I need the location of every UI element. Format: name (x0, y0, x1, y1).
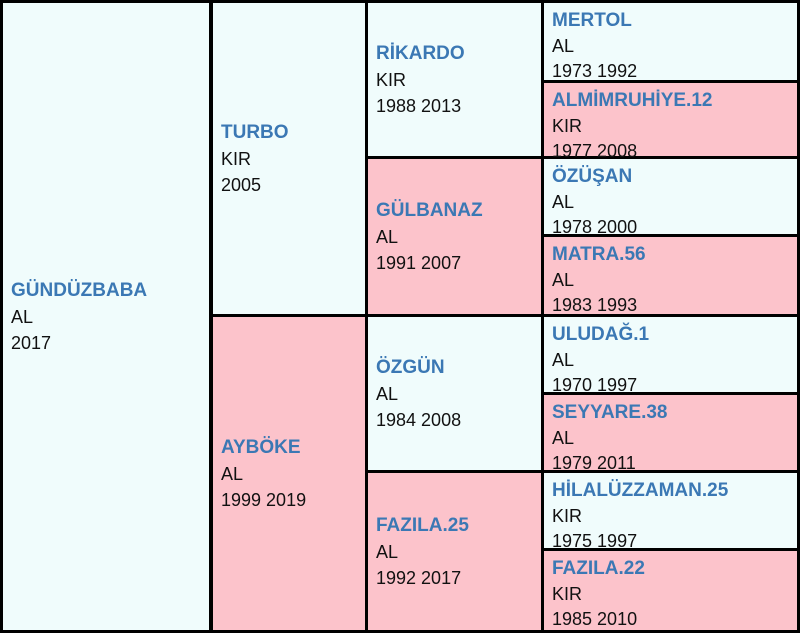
horse-color: AL (552, 269, 575, 290)
horse-years: 1985 2010 (552, 609, 638, 629)
horse-name[interactable]: MATRA.56 (552, 244, 646, 265)
horse-name[interactable]: ALMİMRUHİYE.12 (552, 90, 713, 111)
pedigree-ddd[interactable]: FAZILA.22 KIR 1985 2010 (544, 551, 797, 630)
horse-years: 2017 (11, 332, 52, 353)
horse-name[interactable]: TURBO (221, 121, 289, 143)
pedigree-dam-dam[interactable]: FAZILA.25 AL 1992 2017 (368, 473, 541, 630)
horse-years: 1975 1997 (552, 531, 638, 551)
horse-name[interactable]: ULUDAĞ.1 (552, 324, 650, 345)
horse-name[interactable]: GÜNDÜZBABA (11, 279, 148, 301)
horse-years: 1973 1992 (552, 61, 638, 81)
horse-color: AL (221, 463, 244, 484)
horse-name[interactable]: AYBÖKE (221, 436, 301, 458)
horse-name[interactable]: HİLALÜZZAMAN.25 (552, 480, 729, 501)
pedigree-sdd[interactable]: MATRA.56 AL 1983 1993 (544, 237, 797, 315)
horse-color: AL (552, 349, 575, 370)
horse-color: KIR (552, 505, 583, 526)
horse-color: AL (376, 226, 399, 247)
horse-color: KIR (376, 69, 407, 90)
pedigree-sds[interactable]: ÖZÜŞAN AL 1978 2000 (544, 159, 797, 237)
horse-name[interactable]: FAZILA.22 (552, 558, 645, 579)
pedigree-sire[interactable]: TURBO KIR 2005 (213, 3, 365, 314)
horse-name[interactable]: RİKARDO (376, 42, 465, 64)
pedigree-dds[interactable]: HİLALÜZZAMAN.25 KIR 1975 1997 (544, 473, 797, 551)
horse-color: AL (552, 35, 575, 56)
horse-name[interactable]: GÜLBANAZ (376, 199, 483, 221)
horse-color: AL (376, 541, 399, 562)
horse-color: KIR (552, 583, 583, 604)
horse-name[interactable]: ÖZÜŞAN (552, 166, 633, 187)
horse-years: 1970 1997 (552, 375, 638, 395)
horse-color: AL (11, 306, 34, 327)
pedigree-sire-dam[interactable]: GÜLBANAZ AL 1991 2007 (368, 159, 541, 314)
horse-color: KIR (552, 115, 583, 136)
horse-years: 1978 2000 (552, 217, 638, 237)
pedigree-dam-sire[interactable]: ÖZGÜN AL 1984 2008 (368, 317, 541, 470)
horse-years: 2005 (221, 174, 262, 195)
horse-name[interactable]: MERTOL (552, 10, 632, 31)
horse-color: AL (552, 191, 575, 212)
pedigree-sire-sire[interactable]: RİKARDO KIR 1988 2013 (368, 3, 541, 156)
horse-years: 1991 2007 (376, 252, 462, 273)
horse-color: AL (552, 427, 575, 448)
horse-years: 1977 2008 (552, 141, 638, 161)
horse-years: 1984 2008 (376, 409, 462, 430)
pedigree-dsd[interactable]: SEYYARE.38 AL 1979 2011 (544, 395, 797, 473)
horse-years: 1983 1993 (552, 295, 638, 315)
horse-years: 1992 2017 (376, 567, 462, 588)
horse-name[interactable]: FAZILA.25 (376, 514, 469, 536)
pedigree-ssd[interactable]: ALMİMRUHİYE.12 KIR 1977 2008 (544, 83, 797, 161)
horse-color: AL (376, 383, 399, 404)
pedigree-dam[interactable]: AYBÖKE AL 1999 2019 (213, 317, 365, 630)
horse-years: 1988 2013 (376, 95, 462, 116)
horse-name[interactable]: ÖZGÜN (376, 356, 445, 378)
horse-name[interactable]: SEYYARE.38 (552, 402, 668, 423)
horse-years: 1979 2011 (552, 453, 636, 473)
pedigree-subject[interactable]: GÜNDÜZBABA AL 2017 (3, 3, 209, 630)
horse-years: 1999 2019 (221, 489, 307, 510)
pedigree-sss[interactable]: MERTOL AL 1973 1992 (544, 3, 797, 81)
horse-color: KIR (221, 148, 252, 169)
pedigree-dss[interactable]: ULUDAĞ.1 AL 1970 1997 (544, 317, 797, 395)
